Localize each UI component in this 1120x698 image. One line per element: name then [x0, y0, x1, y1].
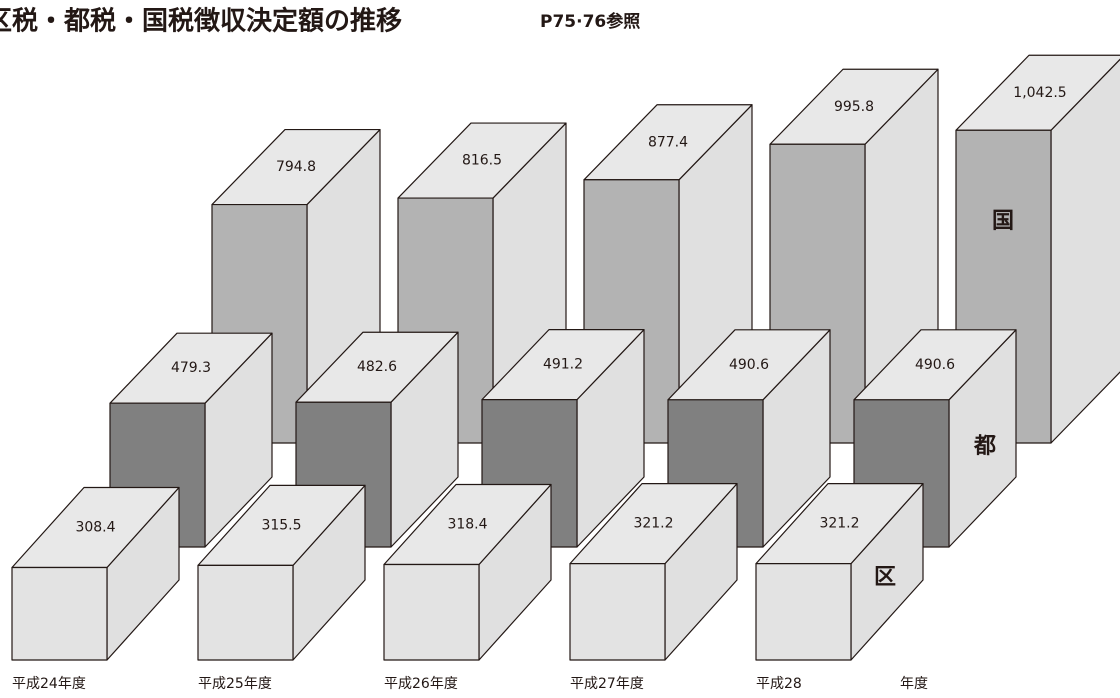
- value-label: 877.4: [648, 134, 688, 150]
- value-label: 995.8: [834, 99, 874, 115]
- value-label: 321.2: [633, 516, 673, 532]
- x-tick-label: 平成27年度: [570, 676, 644, 692]
- series-label: 都: [973, 434, 996, 459]
- value-label: 315.5: [261, 517, 301, 533]
- bar: [11, 566, 108, 661]
- chart-title: 区税・都税・国税徴収決定額の推移: [0, 6, 402, 37]
- value-label: 1,042.5: [1013, 85, 1066, 101]
- bar-3d: 490.6: [853, 329, 1017, 548]
- bar-3d: 321.2: [755, 483, 924, 661]
- value-label: 490.6: [915, 357, 955, 373]
- bar: [755, 563, 852, 661]
- x-tick-label: 平成25年度: [198, 676, 272, 692]
- chart-subtitle: P75·76参照: [540, 11, 640, 32]
- x-tick-label: 平成26年度: [384, 676, 458, 692]
- value-label: 318.4: [447, 516, 487, 532]
- bar-3d: 479.3: [109, 332, 273, 548]
- value-label: 482.6: [357, 359, 397, 375]
- bar: [569, 563, 666, 661]
- bar-3d: 308.4: [11, 486, 180, 661]
- series-label: 国: [992, 209, 1014, 234]
- x-axis-label: 年度: [900, 676, 928, 692]
- x-tick-label: 平成24年度: [12, 676, 86, 692]
- x-tick-label: 平成28: [756, 676, 802, 692]
- value-label: 321.2: [819, 516, 859, 532]
- series-label: 区: [874, 565, 896, 590]
- value-label: 816.5: [462, 153, 502, 169]
- value-label: 308.4: [75, 519, 115, 535]
- bar: [197, 564, 294, 661]
- value-label: 794.8: [276, 159, 316, 175]
- bar-3d: 491.2: [481, 329, 645, 548]
- value-label: 479.3: [171, 360, 211, 376]
- bar: [383, 563, 480, 661]
- value-label: 491.2: [543, 357, 583, 373]
- bar-3d: 321.2: [569, 483, 738, 661]
- bar-3d: 318.4: [383, 483, 552, 661]
- value-label: 490.6: [729, 357, 769, 373]
- bar-3d: 315.5: [197, 484, 366, 661]
- bar-3d: 490.6: [667, 329, 831, 548]
